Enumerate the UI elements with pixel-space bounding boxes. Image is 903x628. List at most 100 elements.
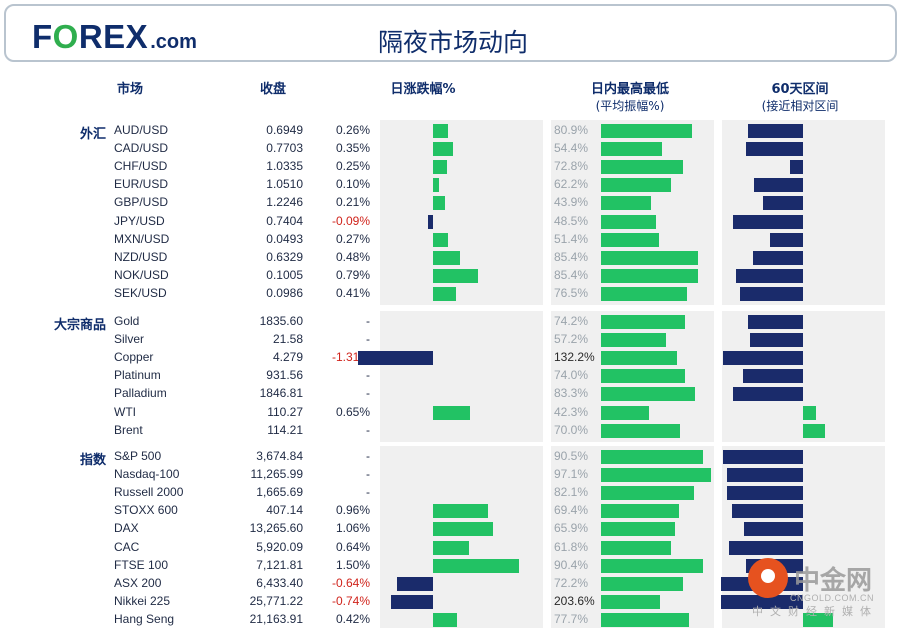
row-change: -: [366, 485, 370, 500]
row-close: 0.0493: [266, 231, 303, 246]
range60-bar: [750, 333, 803, 348]
row-name: DAX: [114, 521, 139, 536]
watermark-name: 中金网: [794, 566, 873, 596]
row-name: STOXX 600: [114, 503, 178, 518]
row-name: GBP/USD: [114, 195, 169, 210]
range60-bar: [721, 594, 803, 609]
col-daily-change: 日涨跌幅%: [390, 82, 456, 97]
intraday-bar: [601, 160, 684, 175]
row-name: MXN/USD: [114, 231, 170, 246]
row-range-label: 65.9%: [554, 521, 589, 536]
intraday-bar: [601, 268, 698, 283]
col-intraday-sub: (平均振幅%): [595, 99, 665, 113]
row-close: 114.21: [267, 422, 303, 437]
row-close: 11,265.99: [250, 467, 304, 482]
row-range-label: 48.5%: [554, 213, 589, 228]
row-close: 1.2246: [266, 195, 303, 210]
intraday-bar: [601, 178, 672, 193]
row-range-label: 82.1%: [554, 485, 589, 500]
row-change: 0.96%: [335, 503, 370, 518]
range60-bar: [723, 450, 803, 465]
change-bar: [433, 558, 519, 573]
row-name: NZD/USD: [114, 249, 168, 264]
row-change: 0.26%: [335, 123, 370, 137]
intraday-bar: [601, 522, 676, 537]
intraday-bar: [601, 612, 689, 627]
row-range-label: 74.0%: [554, 368, 589, 383]
forex-logo: FOREX .com: [32, 18, 197, 56]
row-change: -: [366, 422, 370, 437]
change-bar: [396, 576, 433, 591]
row-range-label: 90.4%: [554, 557, 589, 572]
row-close: 21,163.91: [249, 611, 303, 626]
intraday-bar: [601, 315, 685, 330]
row-change: 0.27%: [335, 231, 370, 246]
intraday-bar: [601, 504, 680, 519]
intraday-bar: [601, 124, 693, 139]
row-close: 0.6329: [266, 249, 303, 264]
range60-bar: [744, 522, 803, 537]
cngold-logo-icon: [748, 558, 788, 598]
row-name: AUD/USD: [114, 123, 169, 137]
range60-bar: [733, 214, 803, 229]
range60-bar: [740, 286, 803, 301]
row-change: 0.35%: [335, 141, 370, 156]
intraday-bar: [601, 142, 663, 157]
row-range-label: 72.8%: [554, 159, 589, 174]
range60-bar: [727, 468, 803, 483]
change-bar: [427, 214, 433, 229]
change-bar: [433, 196, 445, 211]
row-range-label: 132.2%: [554, 350, 595, 365]
group-label: 外汇: [79, 127, 106, 142]
range60-bar: [748, 315, 803, 330]
cngold-watermark: 中金网 CNGOLD.COM.CN 中文财经新媒体: [748, 556, 898, 620]
row-close: 0.7703: [266, 141, 303, 156]
range60-bar: [733, 387, 803, 402]
row-change: -: [366, 467, 370, 482]
header: FOREX .com 隔夜市场动向: [4, 4, 897, 62]
row-name: EUR/USD: [114, 177, 169, 192]
row-close: 0.0986: [266, 285, 303, 300]
row-close: 3,674.84: [256, 449, 303, 463]
row-name: CAC: [114, 539, 140, 554]
row-change: 0.41%: [335, 285, 370, 300]
row-name: Palladium: [114, 386, 167, 401]
intraday-bar: [601, 450, 704, 465]
change-bar: [433, 286, 457, 301]
row-change: -0.09%: [331, 213, 370, 228]
logo-com: .com: [150, 31, 197, 53]
range60-bar: [729, 540, 803, 555]
range60-bar: [723, 351, 803, 366]
row-name: FTSE 100: [114, 557, 169, 572]
intraday-bar: [601, 594, 660, 609]
row-close: 1835.60: [259, 314, 303, 328]
row-close: 7,121.81: [256, 557, 303, 572]
row-range-label: 57.2%: [554, 332, 589, 347]
range60-bar: [727, 486, 803, 501]
row-range-label: 70.0%: [554, 422, 589, 437]
row-close: 5,920.09: [256, 539, 303, 554]
row-change: 0.64%: [335, 539, 370, 554]
row-range-label: 97.1%: [554, 467, 589, 482]
change-bar: [433, 232, 449, 247]
range60-bar: [736, 268, 803, 283]
row-name: WTI: [114, 404, 136, 419]
row-name: Nasdaq-100: [114, 467, 180, 482]
row-range-label: 54.4%: [554, 141, 589, 156]
intraday-bar: [601, 196, 651, 211]
row-range-label: 83.3%: [554, 386, 589, 401]
row-change: -: [366, 386, 370, 401]
change-bar: [358, 351, 433, 366]
change-bar: [390, 594, 433, 609]
change-bar: [433, 522, 494, 537]
range60-bar: [754, 178, 803, 193]
row-change: 0.10%: [335, 177, 370, 192]
row-name: CHF/USD: [114, 159, 168, 174]
change-bar: [433, 142, 453, 157]
row-change: 0.42%: [335, 611, 370, 626]
change-bar: [433, 504, 488, 519]
watermark-url: CNGOLD.COM.CN: [790, 593, 875, 603]
row-name: ASX 200: [114, 575, 162, 590]
intraday-bar: [601, 214, 656, 229]
range60-bar: [803, 612, 833, 627]
